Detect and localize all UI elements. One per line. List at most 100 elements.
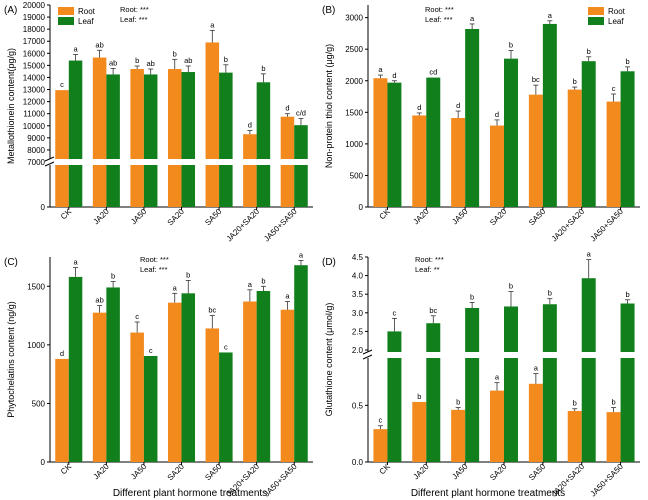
- significance-letter: d: [60, 349, 64, 358]
- significance-letter: b: [509, 40, 513, 49]
- y-tick-label: 2.5: [352, 327, 364, 336]
- x-tick-label: JA20: [411, 462, 431, 482]
- significance-letter: b: [224, 55, 228, 64]
- legend-swatch-leaf: [588, 17, 604, 25]
- stats-text: Leaf: ***: [425, 15, 453, 24]
- x-axis-title-left: Different plant hormone treatments: [113, 488, 267, 499]
- bar-root: [130, 332, 144, 462]
- y-tick-label: 19000: [23, 13, 46, 22]
- y-tick-label: 1500: [345, 108, 363, 117]
- significance-letter: b: [611, 398, 615, 407]
- stats-text: Leaf: **: [415, 265, 440, 274]
- significance-letter: ab: [95, 40, 103, 49]
- panel-1: 0 7000 8000 9000 10000 11000 12000 13000 14000 15…: [4, 1, 313, 243]
- bar-root: [130, 69, 144, 207]
- y-tick-label: 1000: [27, 341, 45, 350]
- significance-letter: b: [470, 292, 474, 301]
- x-tick-label: SA50: [527, 462, 548, 483]
- bar-root: [167, 302, 182, 462]
- stats-text: Root: ***: [415, 255, 444, 264]
- x-tick-label: JA50+SA50: [589, 462, 626, 499]
- bar-leaf: [542, 304, 557, 462]
- bar-leaf: [542, 23, 557, 207]
- bar-root: [451, 409, 466, 462]
- y-tick-label: 9000: [27, 134, 45, 143]
- bar-leaf: [465, 28, 480, 207]
- panel-3: 0 500 1000 1500 Phytochelatins content (ng/g…: [4, 251, 313, 499]
- legend-swatch-leaf: [58, 17, 74, 25]
- x-axis-title-right: Different plant hormone treatments: [411, 488, 565, 499]
- stats-text: Leaf: ***: [120, 15, 148, 24]
- bar-root: [55, 358, 69, 462]
- significance-letter: b: [573, 77, 577, 86]
- x-tick-label: JA20: [92, 207, 112, 227]
- bar-leaf: [68, 276, 83, 462]
- y-tick-label: 13000: [23, 86, 46, 95]
- stats-text: Root: ***: [140, 255, 169, 264]
- significance-letter: ab: [95, 296, 103, 305]
- panel-2: 0 500 1000 1500 2000 2500 3000 Non-protein thio…: [322, 5, 640, 243]
- bar-root: [205, 328, 220, 462]
- stats-text: Leaf: ***: [140, 265, 168, 274]
- bar-leaf: [181, 72, 196, 208]
- bar-root: [412, 401, 427, 462]
- legend-swatch-root: [58, 7, 74, 15]
- x-tick-label: SA50: [203, 462, 224, 483]
- y-tick-label: 2500: [345, 45, 363, 54]
- y-tick-label: 2000: [345, 77, 363, 86]
- significance-letter: a: [548, 11, 553, 20]
- panel-label: (C): [4, 257, 18, 268]
- bar-root: [606, 412, 621, 462]
- y-tick-label: 15000: [23, 61, 46, 70]
- y-tick-label: 0.5: [352, 401, 364, 410]
- significance-letter: c: [393, 308, 397, 317]
- significance-letter: c: [60, 80, 64, 89]
- significance-letter: a: [73, 45, 78, 54]
- significance-letter: bc: [429, 306, 437, 315]
- bar-leaf: [465, 307, 480, 462]
- significance-letter: ab: [147, 59, 155, 68]
- significance-letter: b: [548, 289, 552, 298]
- y-tick-label: 0: [41, 458, 46, 467]
- significance-letter: b: [186, 270, 190, 279]
- panel-4: 0.0 0.5 2.0 2.5 3.0 3.5 4.0 4.5 Glutathione cont…: [322, 250, 640, 499]
- x-tick-label: JA50: [450, 207, 470, 227]
- y-tick-label: 20000: [23, 1, 46, 10]
- x-tick-label: CK: [59, 462, 74, 477]
- x-tick-label: JA50+SA50: [262, 207, 299, 244]
- significance-letter: a: [534, 364, 539, 373]
- significance-letter: d: [248, 121, 252, 130]
- significance-letter: c: [379, 416, 383, 425]
- significance-letter: a: [285, 292, 290, 301]
- y-tick-label: 16000: [23, 49, 46, 58]
- bar-leaf: [294, 125, 308, 207]
- bar-root: [373, 429, 388, 462]
- significance-letter: b: [135, 56, 139, 65]
- x-tick-label: JA20+SA20: [225, 207, 262, 244]
- y-tick-label: 500: [350, 171, 364, 180]
- significance-letter: ab: [184, 56, 192, 65]
- significance-letter: c: [149, 346, 153, 355]
- bar-leaf: [294, 265, 308, 462]
- significance-letter: b: [111, 272, 115, 281]
- panel-label: (D): [322, 257, 336, 268]
- x-tick-label: SA20: [166, 462, 187, 483]
- bar-leaf: [106, 287, 120, 462]
- significance-letter: a: [173, 283, 178, 292]
- bar-leaf: [387, 82, 402, 207]
- y-tick-label: 17000: [23, 37, 46, 46]
- x-tick-label: SA20: [488, 462, 509, 483]
- significance-letter: b: [261, 64, 265, 73]
- panel-label: (B): [322, 5, 335, 16]
- panel-label: (A): [4, 5, 17, 16]
- bar-leaf: [219, 352, 233, 462]
- legend-label-root: Root: [608, 7, 626, 16]
- bar-root: [55, 90, 69, 207]
- x-tick-label: JA50+SA50: [262, 462, 299, 499]
- x-tick-label: JA50: [450, 462, 470, 482]
- significance-letter: bc: [532, 75, 540, 84]
- y-tick-label: 14000: [23, 73, 46, 82]
- x-tick-label: CK: [378, 207, 393, 222]
- y-tick-label: 4.5: [352, 253, 364, 262]
- bar-root: [451, 117, 466, 207]
